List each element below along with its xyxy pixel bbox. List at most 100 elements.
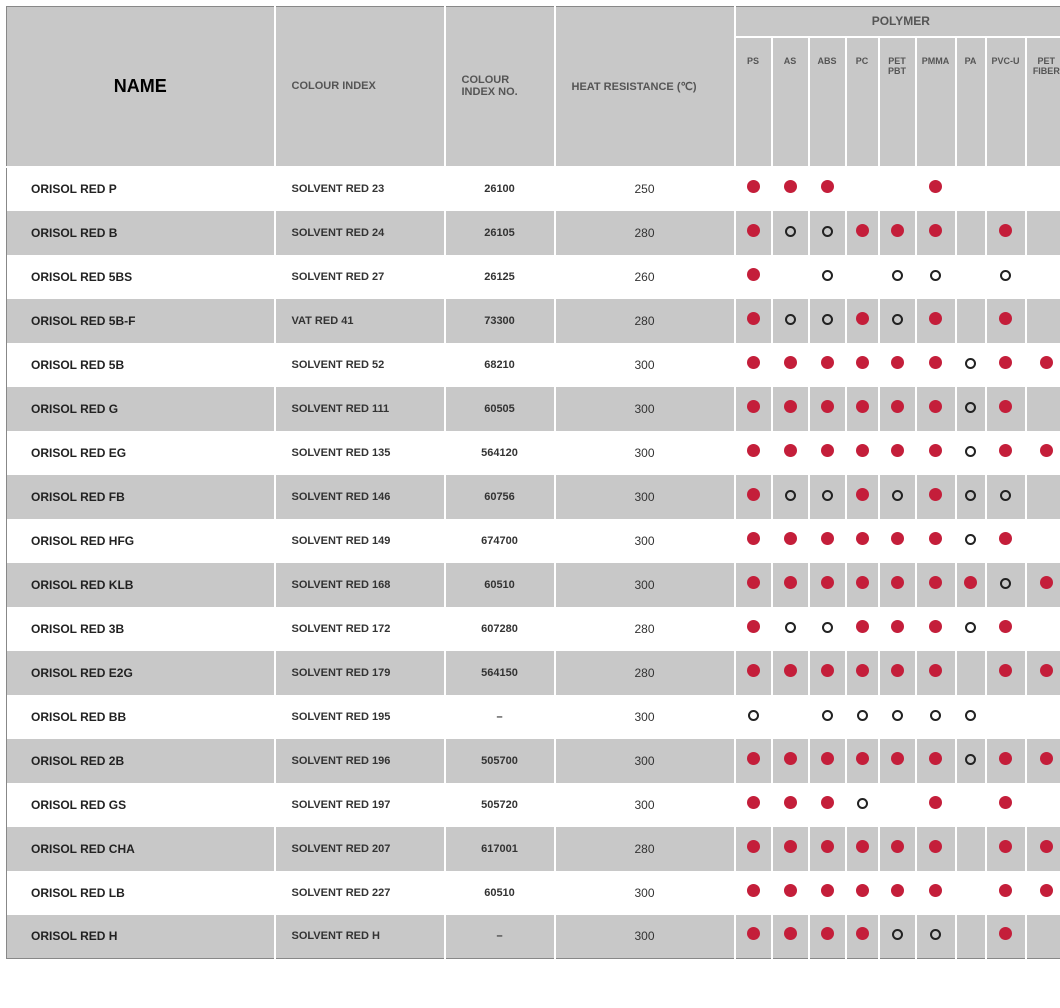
cell-poly (916, 695, 956, 739)
filled-dot-icon (1040, 576, 1053, 589)
cell-poly (809, 695, 846, 739)
cell-colour-index-no: 564120 (445, 431, 555, 475)
cell-colour-index-no: 73300 (445, 299, 555, 343)
cell-poly (846, 783, 879, 827)
filled-dot-icon (929, 796, 942, 809)
filled-dot-icon (821, 927, 834, 940)
table-row: ORISOL RED GSSOLVENT RED 197505720300 (7, 783, 1060, 827)
cell-poly (916, 167, 956, 211)
cell-poly (772, 651, 809, 695)
cell-poly (1026, 651, 1060, 695)
table-row: ORISOL RED BBSOLVENT RED 195–300 (7, 695, 1060, 739)
cell-poly (846, 915, 879, 959)
cell-colour-index-no: 505700 (445, 739, 555, 783)
filled-dot-icon (891, 752, 904, 765)
table-row: ORISOL RED 5B-FVAT RED 4173300280 (7, 299, 1060, 343)
cell-colour-index: SOLVENT RED 24 (275, 211, 445, 255)
filled-dot-icon (856, 620, 869, 633)
cell-poly (1026, 519, 1060, 563)
cell-poly (809, 167, 846, 211)
cell-heat-resistance: 300 (555, 519, 735, 563)
filled-dot-icon (999, 444, 1012, 457)
open-dot-icon (1000, 490, 1011, 501)
filled-dot-icon (856, 312, 869, 325)
cell-poly (879, 651, 916, 695)
filled-dot-icon (821, 840, 834, 853)
table-row: ORISOL RED LBSOLVENT RED 22760510300 (7, 871, 1060, 915)
filled-dot-icon (999, 884, 1012, 897)
table-row: ORISOL RED 3BSOLVENT RED 172607280280 (7, 607, 1060, 651)
table-row: ORISOL RED 2BSOLVENT RED 196505700300 (7, 739, 1060, 783)
cell-poly (846, 255, 879, 299)
cell-poly (916, 431, 956, 475)
filled-dot-icon (784, 840, 797, 853)
filled-dot-icon (784, 796, 797, 809)
cell-colour-index: SOLVENT RED 135 (275, 431, 445, 475)
cell-poly (879, 519, 916, 563)
cell-colour-index: SOLVENT RED 179 (275, 651, 445, 695)
cell-poly (1026, 475, 1060, 519)
cell-colour-index: SOLVENT RED 196 (275, 739, 445, 783)
pigment-table: NAME COLOUR INDEX COLOUR INDEX NO. HEAT … (6, 6, 1060, 959)
cell-poly (879, 783, 916, 827)
filled-dot-icon (999, 796, 1012, 809)
hdr-poly-pmma: PMMA (916, 37, 956, 167)
cell-heat-resistance: 300 (555, 387, 735, 431)
filled-dot-icon (784, 927, 797, 940)
cell-poly (986, 343, 1026, 387)
filled-dot-icon (929, 356, 942, 369)
cell-name: ORISOL RED CHA (7, 827, 275, 871)
open-dot-icon (965, 490, 976, 501)
cell-colour-index: VAT RED 41 (275, 299, 445, 343)
cell-poly (846, 827, 879, 871)
cell-heat-resistance: 300 (555, 783, 735, 827)
filled-dot-icon (821, 884, 834, 897)
filled-dot-icon (856, 576, 869, 589)
table-row: ORISOL RED FBSOLVENT RED 14660756300 (7, 475, 1060, 519)
cell-poly (956, 607, 986, 651)
cell-poly (846, 651, 879, 695)
cell-poly (772, 871, 809, 915)
cell-colour-index: SOLVENT RED 23 (275, 167, 445, 211)
cell-heat-resistance: 280 (555, 607, 735, 651)
cell-poly (986, 475, 1026, 519)
hdr-poly-pet-pbt: PETPBT (879, 37, 916, 167)
cell-poly (772, 431, 809, 475)
cell-poly (956, 211, 986, 255)
cell-poly (916, 387, 956, 431)
filled-dot-icon (891, 356, 904, 369)
cell-poly (735, 827, 772, 871)
filled-dot-icon (747, 180, 760, 193)
table-body: ORISOL RED PSOLVENT RED 2326100250ORISOL… (7, 167, 1060, 959)
open-dot-icon (892, 314, 903, 325)
filled-dot-icon (999, 664, 1012, 677)
filled-dot-icon (821, 356, 834, 369)
cell-poly (846, 387, 879, 431)
cell-name: ORISOL RED 2B (7, 739, 275, 783)
cell-colour-index: SOLVENT RED 52 (275, 343, 445, 387)
cell-colour-index: SOLVENT RED 27 (275, 255, 445, 299)
cell-poly (986, 695, 1026, 739)
filled-dot-icon (891, 532, 904, 545)
filled-dot-icon (747, 576, 760, 589)
filled-dot-icon (747, 620, 760, 633)
hdr-poly-pet-fiber: PETFIBER (1026, 37, 1060, 167)
cell-colour-index-no: 505720 (445, 783, 555, 827)
filled-dot-icon (929, 312, 942, 325)
cell-poly (772, 299, 809, 343)
cell-poly (879, 431, 916, 475)
filled-dot-icon (891, 444, 904, 457)
cell-poly (735, 871, 772, 915)
cell-poly (956, 871, 986, 915)
open-dot-icon (1000, 578, 1011, 589)
cell-poly (846, 299, 879, 343)
filled-dot-icon (929, 532, 942, 545)
cell-poly (986, 607, 1026, 651)
cell-name: ORISOL RED KLB (7, 563, 275, 607)
cell-poly (879, 871, 916, 915)
cell-poly (735, 431, 772, 475)
cell-heat-resistance: 300 (555, 871, 735, 915)
open-dot-icon (822, 314, 833, 325)
filled-dot-icon (929, 664, 942, 677)
filled-dot-icon (999, 224, 1012, 237)
